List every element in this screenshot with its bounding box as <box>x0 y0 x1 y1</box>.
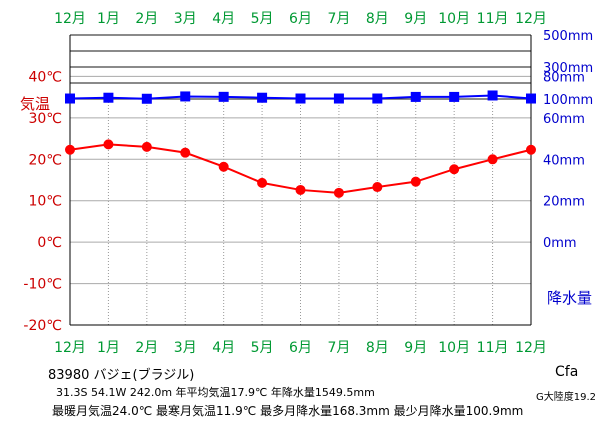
y-right-tick-label: 20mm <box>543 195 585 210</box>
y-left-tick-label: 20℃ <box>28 152 62 168</box>
x-axis-bottom-labels: 12月 1月 2月 3月 4月 5月 6月 7月 8月 9月 10月 11月 12月 <box>54 340 547 356</box>
precipitation-point <box>449 91 460 102</box>
y-left-tick-label: 0℃ <box>37 235 62 251</box>
x-tick-label-bottom: 12月 <box>515 340 547 356</box>
precipitation-point <box>103 92 114 103</box>
temperature-point <box>295 184 306 195</box>
min-precip-month: 最少月降水量100.9mm <box>393 404 524 418</box>
x-tick-label-bottom: 2月 <box>135 340 158 356</box>
temperature-point <box>333 187 344 198</box>
temperature-point <box>257 177 268 188</box>
chart-axes <box>69 35 532 326</box>
precipitation-point <box>526 93 536 104</box>
x-tick-label-bottom: 7月 <box>327 340 350 356</box>
temperature-point <box>487 154 498 165</box>
precipitation-point <box>410 91 421 102</box>
precipitation-point <box>141 93 152 104</box>
y-left-tick-label: 10℃ <box>28 194 62 210</box>
precipitation-point <box>180 91 191 102</box>
chart-grid <box>70 34 531 326</box>
precipitation-point <box>65 93 75 104</box>
continentality-index: G大陸度19.2 <box>536 392 597 403</box>
climate-class: Cfa <box>555 364 579 380</box>
temperature-point <box>449 164 460 175</box>
x-tick-label-top: 4月 <box>212 11 235 27</box>
station-title: 83980 バジェ(ブラジル) <box>48 364 194 383</box>
y-left-tick-label: 30℃ <box>28 111 62 127</box>
temperature-point <box>65 144 75 155</box>
x-tick-label-top: 1月 <box>97 11 120 27</box>
precipitation-point <box>487 90 498 101</box>
warmest-month: 最暖月気温24.0℃ <box>52 404 153 418</box>
temperature-point <box>372 182 383 193</box>
temperature-point <box>410 176 421 187</box>
x-tick-label-top: 8月 <box>366 11 389 27</box>
station-extremes: 最暖月気温24.0℃ 最寒月気温11.9℃ 最多月降水量168.3mm 最少月降… <box>52 402 523 419</box>
y-left-tick-label: -20℃ <box>23 318 62 334</box>
y-left-tick-label: 40℃ <box>28 69 62 85</box>
y-axis-right-title: 降水量 <box>547 289 592 307</box>
x-tick-label-bottom: 10月 <box>438 340 470 356</box>
precipitation-point <box>257 92 268 103</box>
precipitation-point <box>295 93 306 104</box>
x-tick-label-top: 5月 <box>251 11 274 27</box>
y-axis-left-title: 気温 <box>20 95 50 113</box>
y-right-tick-label: 60mm <box>543 112 585 127</box>
x-tick-label-bottom: 11月 <box>477 340 509 356</box>
station-coords: 31.3S 54.1W 242.0m <box>56 386 173 399</box>
x-tick-label-top: 10月 <box>438 11 470 27</box>
x-tick-label-top: 6月 <box>289 11 312 27</box>
y-left-tick-label: -10℃ <box>23 277 62 293</box>
y-right-tick-label: 500mm <box>543 29 593 44</box>
x-tick-label-top: 12月 <box>515 11 547 27</box>
x-tick-label-bottom: 4月 <box>212 340 235 356</box>
precipitation-point <box>372 93 383 104</box>
chart-series <box>65 90 536 198</box>
x-tick-label-top: 3月 <box>174 11 197 27</box>
x-tick-label-bottom: 3月 <box>174 340 197 356</box>
y-right-tick-label: 80mm <box>543 70 585 85</box>
temperature-point <box>103 139 114 150</box>
x-tick-label-top: 12月 <box>54 11 86 27</box>
y-axis-left-labels: -20℃ -10℃ 0℃ 10℃ 20℃ 30℃ 40℃ <box>23 69 62 334</box>
x-tick-label-bottom: 1月 <box>97 340 120 356</box>
y-axis-right-labels: 0mm 20mm 40mm 60mm 80mm 100mm 300mm 500mm <box>543 29 593 251</box>
x-tick-label-top: 7月 <box>327 11 350 27</box>
max-precip-month: 最多月降水量168.3mm <box>260 404 390 418</box>
station-id: 83980 <box>48 368 90 383</box>
precipitation-point <box>333 93 344 104</box>
x-tick-label-bottom: 12月 <box>54 340 86 356</box>
station-summary: 31.3S 54.1W 242.0m 年平均気温17.9℃ 年降水量1549.5… <box>56 384 375 400</box>
station-name: バジェ(ブラジル) <box>93 368 195 383</box>
temperature-point <box>180 147 191 158</box>
precipitation-point <box>218 91 229 102</box>
x-tick-label-bottom: 9月 <box>404 340 427 356</box>
x-tick-label-top: 2月 <box>135 11 158 27</box>
x-tick-label-bottom: 8月 <box>366 340 389 356</box>
x-tick-label-top: 11月 <box>477 11 509 27</box>
y-right-tick-label: 0mm <box>543 236 577 251</box>
annual-temp: 年平均気温17.9℃ <box>175 386 268 399</box>
annual-precip: 年降水量1549.5mm <box>270 386 375 399</box>
x-axis-top-labels: 12月 1月 2月 3月 4月 5月 6月 7月 8月 9月 10月 11月 12月 <box>54 11 547 27</box>
y-right-tick-label: 300mm <box>543 61 593 76</box>
coldest-month: 最寒月気温11.9℃ <box>156 404 257 418</box>
y-right-tick-label: 40mm <box>543 153 585 168</box>
temperature-point <box>218 161 229 172</box>
x-tick-label-top: 9月 <box>404 11 427 27</box>
y-right-tick-label: 100mm <box>543 93 593 108</box>
x-tick-label-bottom: 6月 <box>289 340 312 356</box>
temperature-point <box>141 141 152 152</box>
x-tick-label-bottom: 5月 <box>251 340 274 356</box>
temperature-point <box>526 144 536 155</box>
